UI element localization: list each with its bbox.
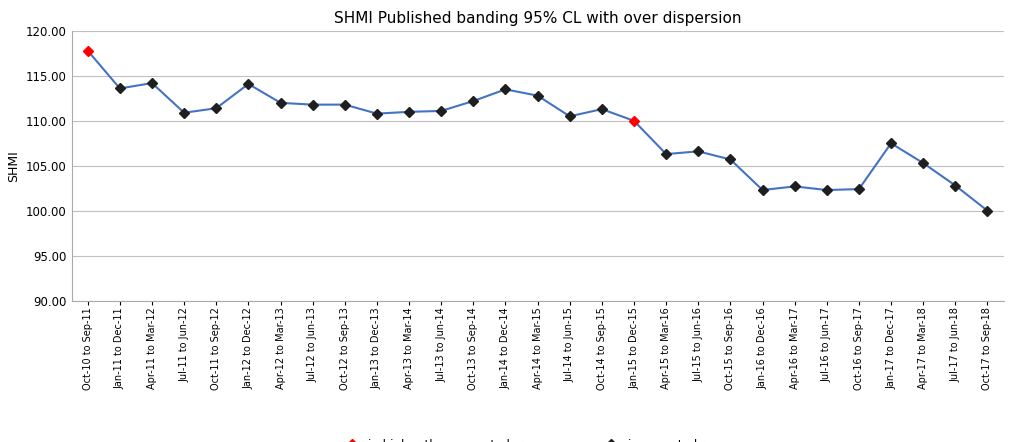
Title: SHMI Published banding 95% CL with over dispersion: SHMI Published banding 95% CL with over … [334, 11, 741, 26]
Legend: in higher than expected  range, in expected range: in higher than expected range, in expect… [335, 434, 740, 442]
Y-axis label: SHMI: SHMI [7, 150, 20, 182]
